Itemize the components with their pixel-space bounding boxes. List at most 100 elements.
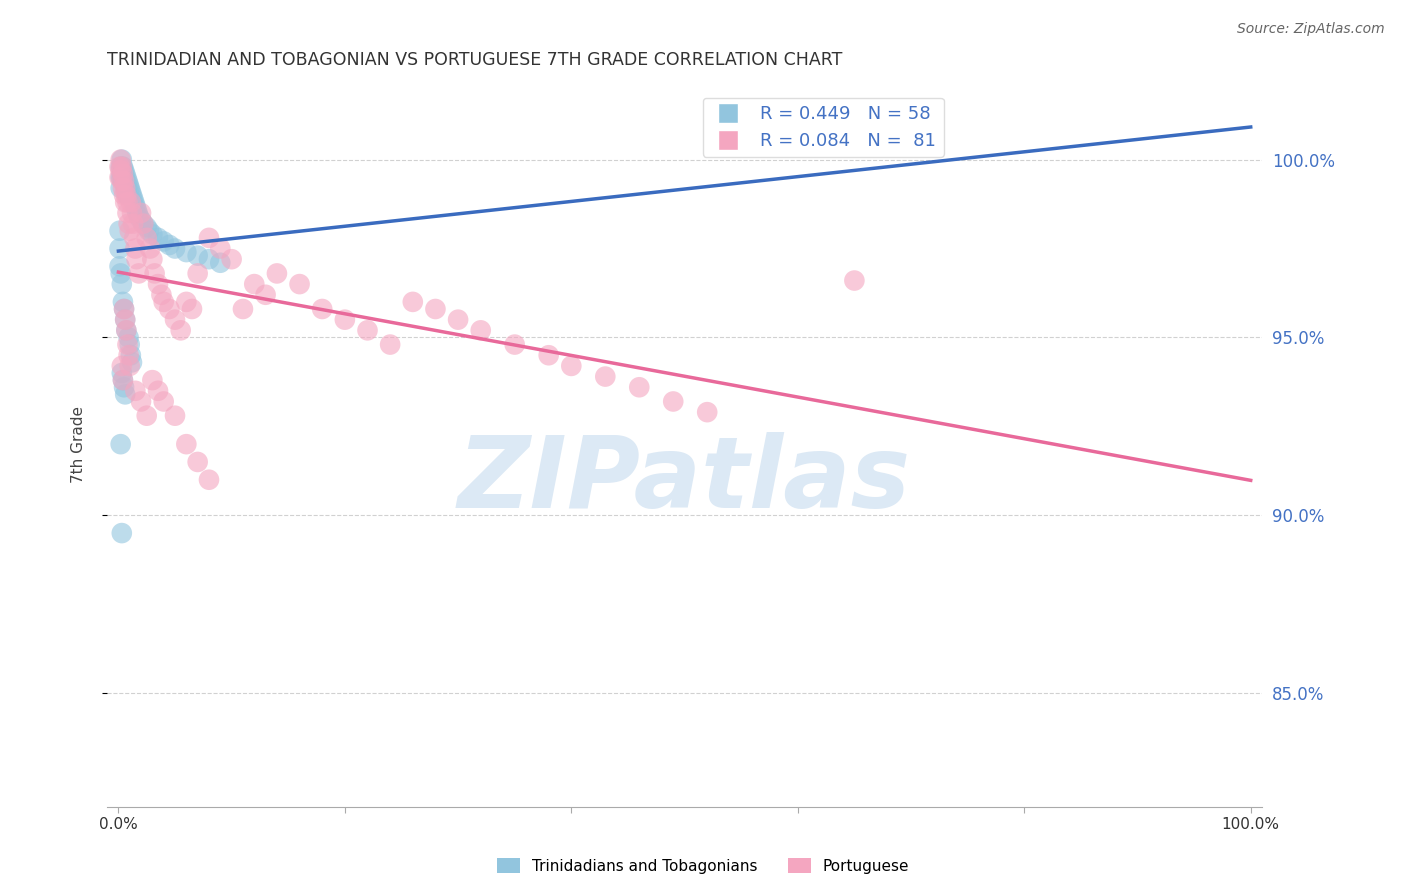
Point [120, 348, 142, 362]
Point [114, 178, 136, 192]
Point [221, 252, 243, 267]
Point [122, 192, 145, 206]
Point [111, 153, 134, 167]
Point [121, 188, 143, 202]
Point [114, 387, 136, 401]
Point [111, 277, 134, 291]
Point [152, 294, 174, 309]
Point [117, 217, 139, 231]
Point [120, 195, 142, 210]
Point [152, 235, 174, 249]
Point [402, 294, 425, 309]
Point [111, 373, 134, 387]
Point [163, 242, 186, 256]
Point [111, 160, 134, 174]
Point [560, 359, 582, 373]
Y-axis label: 7th Grade: 7th Grade [72, 406, 86, 483]
Point [129, 213, 152, 227]
Point [108, 160, 131, 174]
Point [112, 174, 135, 188]
Point [115, 323, 138, 337]
Point [117, 195, 139, 210]
Point [141, 373, 163, 387]
Point [198, 473, 221, 487]
Point [110, 267, 132, 281]
Point [132, 217, 155, 231]
Point [187, 267, 209, 281]
Point [112, 188, 135, 202]
Text: ZIPatlas: ZIPatlas [458, 432, 911, 529]
Point [470, 323, 492, 337]
Point [425, 301, 447, 316]
Point [266, 267, 288, 281]
Point [108, 224, 131, 238]
Point [146, 231, 169, 245]
Point [129, 394, 152, 409]
Point [128, 210, 150, 224]
Point [111, 160, 134, 174]
Point [117, 348, 139, 362]
Point [118, 359, 141, 373]
Point [112, 163, 135, 178]
Point [110, 163, 132, 178]
Point [111, 170, 134, 185]
Point [118, 224, 141, 238]
Point [447, 312, 470, 326]
Point [232, 301, 254, 316]
Point [122, 231, 145, 245]
Point [108, 170, 131, 185]
Point [122, 195, 145, 210]
Point [170, 323, 193, 337]
Point [595, 369, 617, 384]
Point [537, 348, 560, 362]
Point [112, 301, 135, 316]
Point [157, 301, 180, 316]
Point [135, 220, 157, 235]
Point [111, 366, 134, 380]
Point [128, 267, 150, 281]
Point [187, 249, 209, 263]
Point [311, 301, 333, 316]
Point [243, 277, 266, 291]
Point [110, 181, 132, 195]
Point [108, 260, 131, 274]
Point [111, 174, 134, 188]
Point [157, 238, 180, 252]
Point [150, 287, 173, 301]
Point [378, 337, 401, 351]
Point [118, 181, 141, 195]
Point [152, 394, 174, 409]
Point [288, 277, 311, 291]
Point [696, 405, 718, 419]
Point [115, 170, 138, 185]
Point [125, 252, 148, 267]
Point [129, 206, 152, 220]
Point [117, 178, 139, 192]
Point [146, 277, 169, 291]
Point [127, 206, 149, 220]
Point [114, 312, 136, 326]
Point [198, 252, 221, 267]
Point [111, 167, 134, 181]
Point [114, 312, 136, 326]
Point [132, 217, 155, 231]
Point [176, 437, 198, 451]
Point [112, 380, 135, 394]
Point [111, 181, 134, 195]
Point [121, 206, 143, 220]
Point [143, 267, 166, 281]
Point [146, 384, 169, 398]
Point [139, 242, 162, 256]
Point [114, 195, 136, 210]
Point [110, 170, 132, 185]
Point [115, 181, 138, 195]
Point [115, 188, 138, 202]
Point [122, 217, 145, 231]
Point [135, 409, 157, 423]
Point [138, 224, 160, 238]
Point [176, 245, 198, 260]
Point [117, 337, 139, 351]
Legend: R = 0.449   N = 58, R = 0.084   N =  81: R = 0.449 N = 58, R = 0.084 N = 81 [703, 97, 943, 157]
Point [114, 181, 136, 195]
Point [108, 242, 131, 256]
